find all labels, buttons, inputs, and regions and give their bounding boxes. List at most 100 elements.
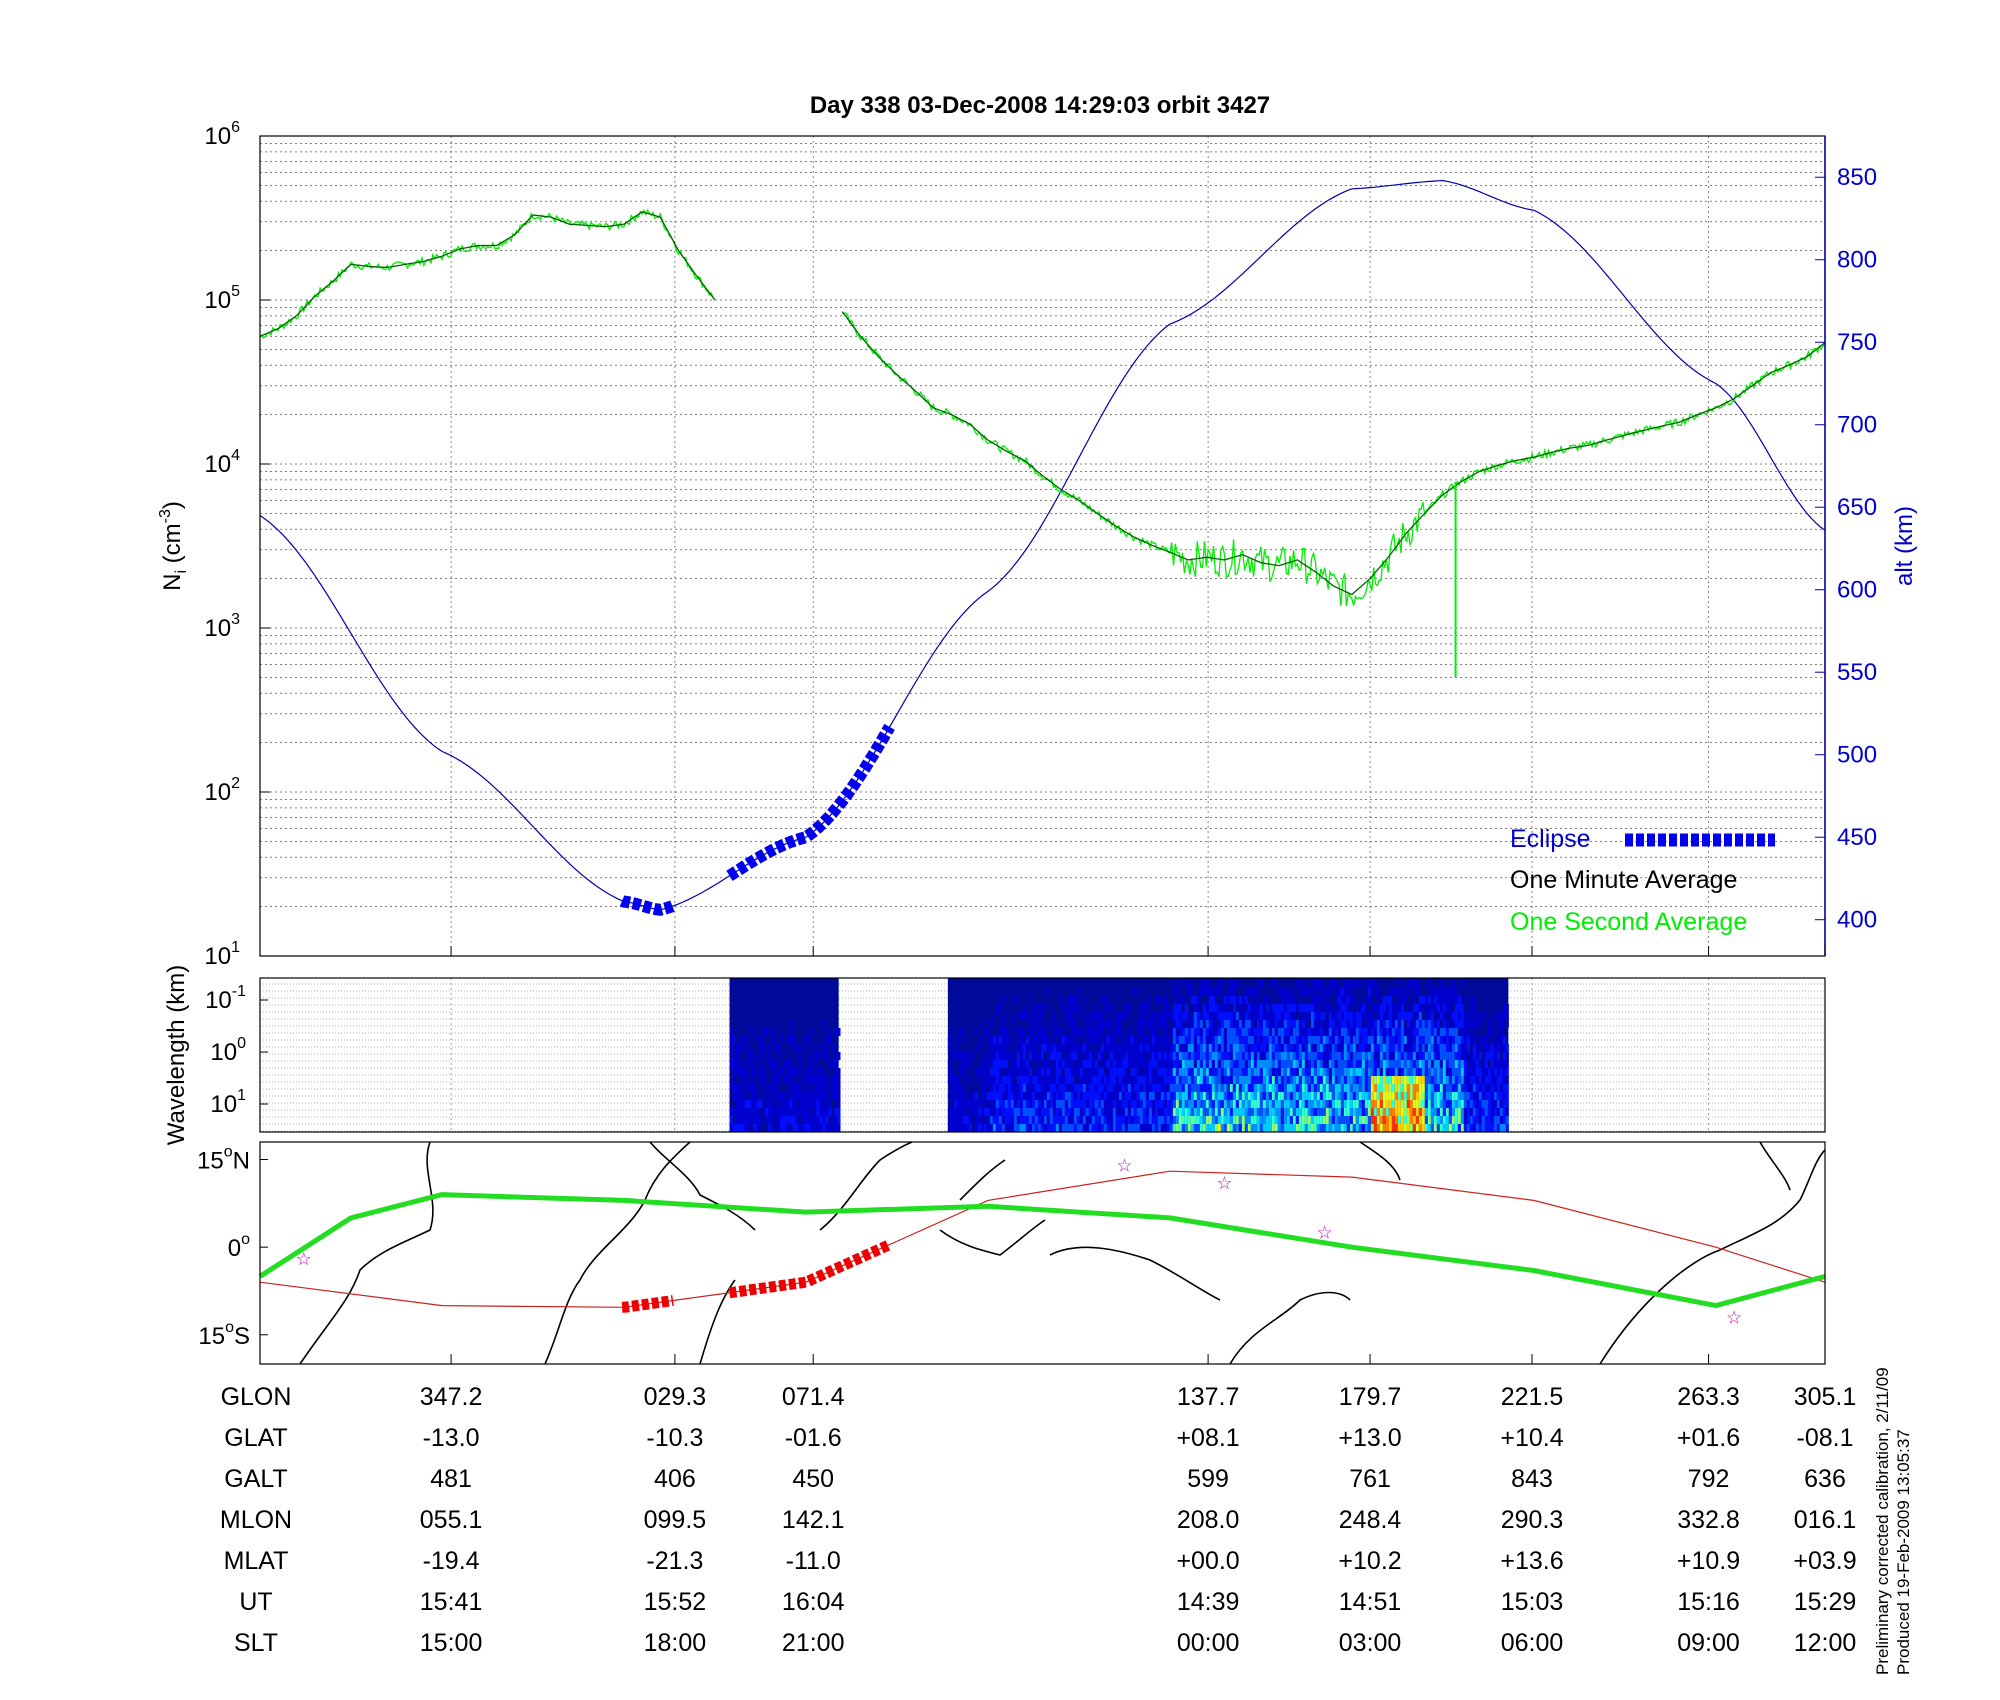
spec-cell xyxy=(1346,1020,1350,1028)
spec-cell xyxy=(1214,1076,1218,1084)
spec-cell xyxy=(1235,1092,1239,1100)
spec-cell xyxy=(801,1068,805,1076)
spec-cell xyxy=(1193,1124,1197,1132)
spec-cell xyxy=(1322,988,1326,996)
spec-cell xyxy=(792,1044,796,1052)
spec-cell xyxy=(1394,1124,1398,1132)
spec-cell xyxy=(807,1052,811,1060)
coastline xyxy=(649,1141,756,1231)
spec-cell xyxy=(1430,988,1434,996)
spec-cell xyxy=(747,1052,751,1060)
spec-cell xyxy=(789,1076,793,1084)
spec-cell xyxy=(1403,1036,1407,1044)
spec-cell xyxy=(1415,1084,1419,1092)
spec-cell xyxy=(1346,1116,1350,1124)
spec-cell xyxy=(795,1044,799,1052)
spec-cell xyxy=(762,1092,766,1100)
spec-cell xyxy=(756,1036,760,1044)
spec-cell xyxy=(1370,1092,1374,1100)
spec-cell xyxy=(1223,1092,1227,1100)
spec-cell xyxy=(1043,1068,1047,1076)
spec-cell xyxy=(1118,1076,1122,1084)
spec-cell xyxy=(1097,1092,1101,1100)
spec-cell xyxy=(1205,1068,1209,1076)
spec-cell xyxy=(1100,1084,1104,1092)
spec-cell xyxy=(1079,1004,1083,1012)
spec-cell xyxy=(1103,1076,1107,1084)
spec-cell xyxy=(1385,1068,1389,1076)
spec-cell xyxy=(1085,1020,1089,1028)
right-axis-label: alt (km) xyxy=(1891,506,1918,586)
spec-cell xyxy=(1445,1020,1449,1028)
spec-cell xyxy=(729,1044,733,1052)
spec-cell xyxy=(1400,1036,1404,1044)
spec-cell xyxy=(837,1084,841,1092)
spec-cell xyxy=(1289,1036,1293,1044)
spec-cell xyxy=(1025,1084,1029,1092)
table-cell: +10.2 xyxy=(1338,1547,1401,1575)
spec-cell xyxy=(1097,1116,1101,1124)
spec-cell xyxy=(1424,1052,1428,1060)
spec-cell xyxy=(801,1108,805,1116)
spec-cell xyxy=(1115,1084,1119,1092)
spec-cell xyxy=(759,1100,763,1108)
spec-cell xyxy=(1322,996,1326,1004)
table-cell: 481 xyxy=(430,1465,472,1493)
spec-cell xyxy=(1232,1076,1236,1084)
spec-cell xyxy=(1181,1028,1185,1036)
spec-cell xyxy=(777,1068,781,1076)
spec-cell xyxy=(1019,1092,1023,1100)
spec-cell xyxy=(1169,1108,1173,1116)
spec-cell xyxy=(831,1092,835,1100)
spec-cell xyxy=(1397,1116,1401,1124)
spec-cell xyxy=(735,1092,739,1100)
spec-cell xyxy=(1172,1092,1176,1100)
spec-cell xyxy=(1145,1124,1149,1132)
spec-cell xyxy=(1448,1068,1452,1076)
spec-cell xyxy=(1283,1052,1287,1060)
spec-cell xyxy=(1334,1060,1338,1068)
spec-cell xyxy=(1208,1076,1212,1084)
spec-cell xyxy=(1328,1044,1332,1052)
spec-cell xyxy=(950,1068,954,1076)
spec-cell xyxy=(1103,1004,1107,1012)
spec-cell xyxy=(1436,1052,1440,1060)
spec-cell xyxy=(1436,1028,1440,1036)
spec-cell xyxy=(1337,1124,1341,1132)
spec-cell xyxy=(980,1108,984,1116)
spec-cell xyxy=(1421,1116,1425,1124)
spec-cell xyxy=(1439,1068,1443,1076)
table-cell: 03:00 xyxy=(1339,1629,1402,1657)
spec-cell xyxy=(1187,1076,1191,1084)
spec-cell xyxy=(1232,1028,1236,1036)
spec-cell xyxy=(744,1100,748,1108)
spec-cell xyxy=(1031,1052,1035,1060)
spec-cell xyxy=(1163,1028,1167,1036)
spec-cell xyxy=(1118,1060,1122,1068)
spec-cell xyxy=(1307,1028,1311,1036)
spec-cell xyxy=(1055,1108,1059,1116)
spec-cell xyxy=(1331,1108,1335,1116)
spec-cell xyxy=(786,1100,790,1108)
spec-cell xyxy=(1310,1076,1314,1084)
spec-cell xyxy=(1478,1108,1482,1116)
spec-cell xyxy=(1427,1076,1431,1084)
spec-cell xyxy=(1319,1100,1323,1108)
spec-cell xyxy=(1262,1020,1266,1028)
spec-cell xyxy=(1436,996,1440,1004)
spec-cell xyxy=(1160,1092,1164,1100)
spec-cell xyxy=(1037,1108,1041,1116)
spec-cell xyxy=(1352,1100,1356,1108)
spec-cell xyxy=(1451,1124,1455,1132)
spec-cell xyxy=(1181,1068,1185,1076)
spec-cell xyxy=(1430,1100,1434,1108)
spec-cell xyxy=(1337,1068,1341,1076)
spec-cell xyxy=(1034,1100,1038,1108)
spec-cell xyxy=(1238,1004,1242,1012)
spec-cell xyxy=(1475,1124,1479,1132)
spec-cell xyxy=(1298,1116,1302,1124)
spec-cell xyxy=(1181,1100,1185,1108)
spec-cell xyxy=(1226,1100,1230,1108)
spec-cell xyxy=(1364,1124,1368,1132)
spec-cell xyxy=(1292,1044,1296,1052)
